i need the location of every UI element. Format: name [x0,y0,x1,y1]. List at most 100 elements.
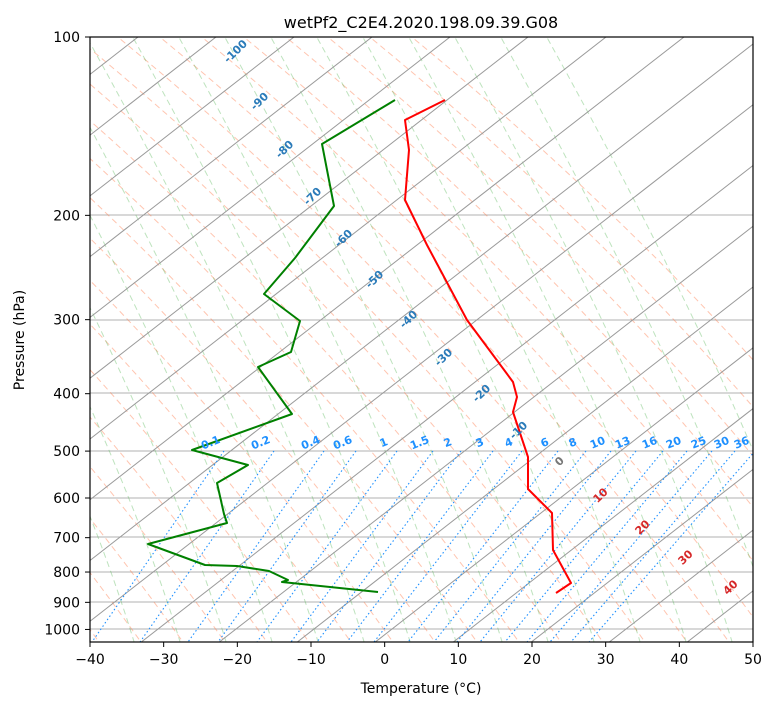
x-tick-label: 50 [744,652,762,668]
moist-adiabat [270,37,549,642]
mixing-ratio-line [373,450,523,642]
dry-adiabat [90,323,352,642]
dewpoint-curve [147,99,396,593]
mixing-ratio-line [217,450,357,642]
x-tick-label: −10 [296,652,326,668]
mixing-ratio-line [187,450,325,642]
x-tick-label: 20 [523,652,541,668]
x-tick-label: 0 [380,652,389,668]
dry-adiabat [90,197,478,642]
y-tick-label: 200 [53,208,80,224]
mixing-ratio-label: 30 [712,434,731,452]
y-tick-label: 600 [53,491,80,507]
isotherm-line [452,407,753,642]
y-tick-label: 100 [53,30,80,46]
moist-adiabat [224,37,503,642]
mixing-ratio-line [346,450,494,642]
mixing-ratio-label: 13 [613,434,632,452]
x-tick-label: −20 [223,652,253,668]
x-tick-label: −30 [149,652,179,668]
dry-adiabat [242,37,753,562]
dry-adiabat [90,369,310,642]
isotherm-line [296,286,753,642]
mixing-ratio-label: 8 [567,435,579,450]
mixing-ratio-label: 10 [588,434,607,452]
dry-adiabat [90,279,394,642]
plot-area [90,37,753,642]
moist-adiabat [90,41,365,642]
mixing-ratio-line [504,450,664,642]
chart-title: wetPf2_C2E4.2020.198.09.39.G08 [284,13,558,33]
x-axis-label: Temperature (°C) [360,681,482,697]
isotherm-line [530,468,753,642]
dry-adiabat [90,157,520,642]
mixing-ratio-label: 36 [732,434,751,452]
dry-adiabat [284,37,753,508]
dry-adiabat [90,465,226,642]
mixing-ratio-line [433,450,587,642]
dry-adiabat [90,83,604,642]
isotherm-line [90,37,295,197]
dry-adiabat [368,37,753,408]
y-axis-label: Pressure (hPa) [12,290,28,390]
isotherm-line [0,0,59,682]
moist-adiabat [132,37,411,642]
x-axis: −40 −30 −20 −10 0 10 20 30 40 50 [75,642,762,668]
x-tick-label: 30 [597,652,615,668]
moist-adiabat [362,37,641,642]
isotherm-line [90,37,607,440]
isotherm-line [90,37,373,258]
dry-adiabat [90,48,646,642]
isotherm-line [90,37,451,319]
moist-adiabat [408,37,687,642]
dry-adiabat [90,517,184,642]
temperature-curve [404,99,572,594]
mixing-ratio-line [526,450,688,642]
isotherm-line [218,225,753,642]
isotherm-line [374,347,753,642]
y-tick-label: 300 [53,313,80,329]
mixing-ratio-lines [91,450,753,642]
mixing-ratio-label: 2 [442,435,454,450]
isotherm-line [90,37,685,501]
y-axis: 100 200 300 400 500 600 700 800 900 1000 [44,30,90,638]
y-tick-label: 400 [53,387,80,403]
mixing-ratio-line [479,450,637,642]
mixing-ratio-line [256,450,398,642]
y-tick-label: 700 [53,531,80,547]
mixing-ratio-line [139,450,275,642]
mixing-ratio-line [456,450,612,642]
dry-adiabat [326,37,753,457]
y-tick-label: 1000 [44,622,80,638]
mixing-ratio-label: 25 [689,434,708,452]
isotherm-line [140,164,753,642]
moist-adiabat [546,37,753,452]
x-tick-label: 10 [449,652,467,668]
mixing-ratio-label: 20 [664,434,683,452]
profile-curves [147,99,572,594]
isotherm-line [90,104,753,622]
dry-adiabat [200,37,753,618]
dry-adiabat [158,37,730,642]
y-tick-label: 800 [53,565,80,581]
isotherm-line [90,37,217,136]
isotherm-line [608,529,753,642]
x-tick-label: −40 [75,652,105,668]
isotherms [0,0,753,682]
mixing-ratio-label: 1 [378,435,390,450]
pressure-gridlines [90,214,753,630]
dry-adiabat [410,37,753,361]
isotherm-line [90,37,529,379]
moist-adiabat [500,37,753,569]
mixing-ratio-line [407,450,559,642]
mixing-ratio-line [91,450,225,642]
dry-adiabat [90,237,436,642]
y-tick-label: 900 [53,595,80,611]
moist-adiabat [178,37,457,642]
isotherm-line [90,43,753,562]
mixing-ratio-label: 3 [474,435,486,450]
mixing-ratio-line [549,450,713,642]
dry-adiabat [90,120,562,642]
